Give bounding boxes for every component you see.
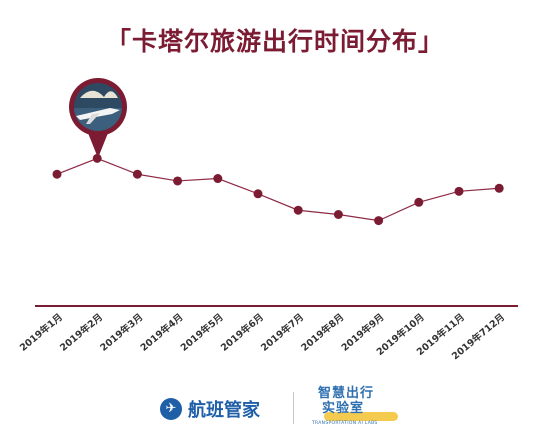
hangban-logo-icon: ✈ <box>160 398 182 420</box>
data-point <box>92 153 102 163</box>
x-tick-label: 2019年5月 <box>178 311 226 354</box>
lab-name-line1: 智慧出行 <box>318 386 375 401</box>
chart-title: 「卡塔尔旅游出行时间分布」 <box>105 27 444 56</box>
data-point <box>52 169 62 179</box>
data-point <box>132 169 142 179</box>
footer-divider <box>293 392 294 424</box>
x-tick-label: 2019年4月 <box>138 311 186 354</box>
x-tick-label: 2019年6月 <box>218 311 266 354</box>
lab-subtitle: TRANSPORTATION AI LABS <box>312 421 378 426</box>
series-line <box>56 157 500 222</box>
lab-name-line2: 实验室 <box>322 401 365 416</box>
x-tick-label: 2019年2月 <box>58 311 106 354</box>
x-tick-label: 2019年8月 <box>299 311 347 354</box>
data-point <box>213 174 223 184</box>
x-tick-label: 2019年7月 <box>259 311 307 354</box>
data-point <box>333 210 343 219</box>
airplane-photo-icon <box>69 78 127 158</box>
lab-logo: 智慧出行 实验室 TRANSPORTATION AI LABS <box>310 386 410 428</box>
data-point <box>173 176 183 186</box>
data-point <box>454 186 464 196</box>
data-point <box>293 205 303 215</box>
lab-logo-swoosh <box>324 412 398 421</box>
brand-logo: ✈ 航班管家 <box>160 396 260 422</box>
data-point <box>494 183 504 193</box>
x-tick-label: 2019年3月 <box>98 311 146 354</box>
data-point <box>414 197 424 207</box>
x-tick-label: 2019年1月 <box>17 311 65 354</box>
data-point <box>253 189 263 199</box>
data-point <box>374 216 384 226</box>
line-chart: 2019年1月2019年2月2019年3月2019年4月2019年5月2019年… <box>17 78 518 362</box>
footer: ✈ 航班管家 智慧出行 实验室 TRANSPORTATION AI LABS <box>0 384 550 430</box>
brand-name: 航班管家 <box>188 400 260 421</box>
